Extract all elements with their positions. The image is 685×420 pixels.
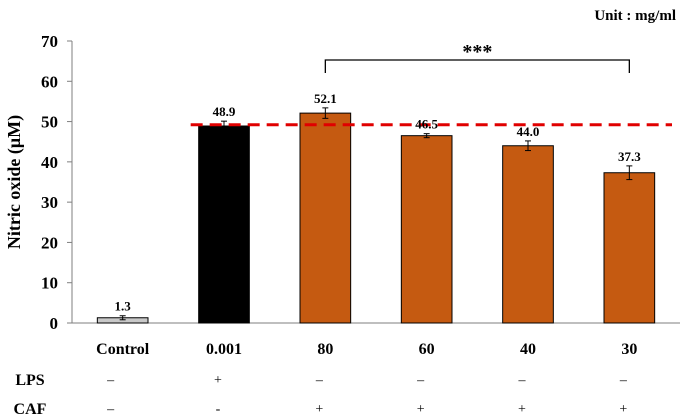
x-tick-label: 40	[520, 341, 536, 358]
data-label: 37.3	[618, 149, 641, 164]
data-label: 52.1	[314, 91, 337, 106]
x-tick-label: 80	[317, 341, 333, 358]
bar	[299, 112, 352, 324]
x-tick-label: 30	[621, 341, 637, 358]
x-tick-label: Control	[96, 341, 150, 358]
y-tick-label: 10	[41, 274, 58, 293]
y-tick-label: 0	[50, 314, 59, 333]
treatment-mark: -	[216, 402, 221, 417]
x-tick-label: 0.001	[206, 341, 242, 358]
y-tick-label: 20	[41, 233, 58, 252]
treatment-mark: +	[518, 402, 526, 417]
data-label: 44.0	[517, 124, 540, 139]
treatment-mark: +	[315, 402, 323, 417]
treatment-row-label: CAF	[14, 401, 47, 418]
y-tick-label: 60	[41, 72, 58, 91]
treatment-mark: –	[619, 373, 628, 388]
treatment-mark: –	[416, 373, 425, 388]
data-label: 1.3	[115, 299, 132, 314]
x-tick-label: 60	[419, 341, 435, 358]
bar	[502, 145, 554, 324]
bar	[400, 135, 453, 324]
treatment-mark: +	[619, 402, 627, 417]
treatment-mark: +	[417, 402, 425, 417]
significance-bracket	[324, 59, 630, 73]
treatment-mark: –	[106, 373, 115, 388]
treatment-mark: –	[106, 402, 115, 417]
data-label: 48.9	[213, 104, 236, 119]
unit-note: Unit : mg/ml	[594, 8, 676, 24]
y-tick-label: 40	[41, 153, 58, 172]
y-axis-label: Nitric oxide (μM)	[4, 115, 25, 249]
treatment-mark: –	[315, 373, 324, 388]
treatment-mark: +	[214, 373, 222, 388]
treatment-row-label: LPS	[15, 372, 44, 389]
bar	[603, 172, 656, 324]
y-tick-label: 50	[41, 113, 58, 132]
y-tick-label: 70	[41, 32, 58, 51]
treatment-mark: –	[518, 373, 527, 388]
bar	[198, 125, 250, 324]
data-label: 46.5	[415, 117, 438, 132]
y-tick-label: 30	[41, 193, 58, 212]
significance-label: ***	[462, 41, 492, 63]
